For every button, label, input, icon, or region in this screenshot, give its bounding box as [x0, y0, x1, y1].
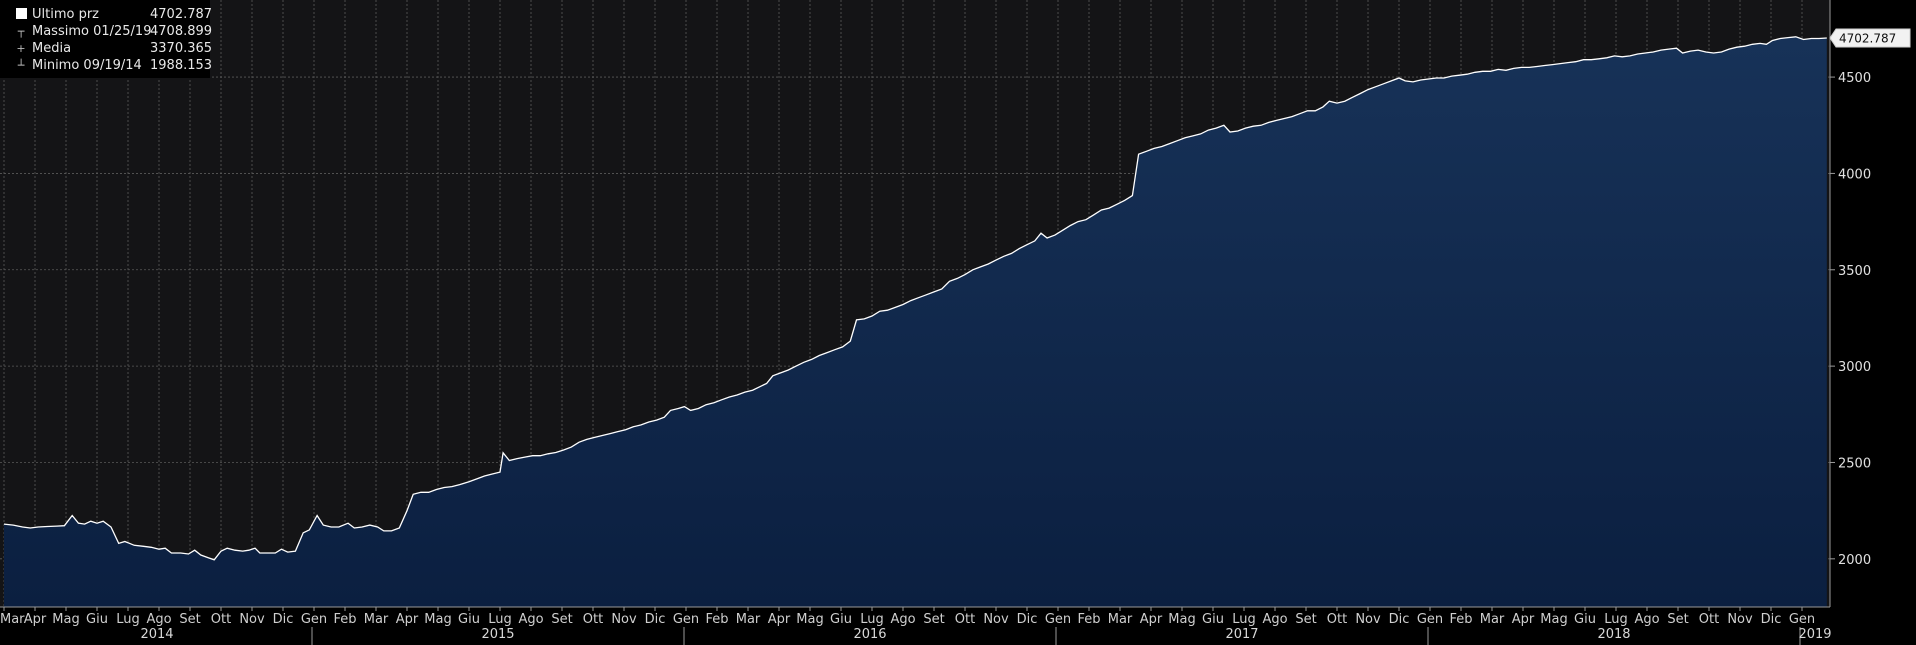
y-tick-label: 2500 — [1838, 456, 1871, 471]
legend-row-mean: + Media 3370.365 — [8, 40, 213, 57]
min-marker-icon: ┴ — [17, 59, 25, 72]
x-tick-label: Nov — [983, 612, 1009, 627]
max-marker-icon: ┬ — [17, 25, 25, 38]
year-label: 2015 — [481, 627, 514, 642]
legend-label: Ultimo prz — [32, 7, 100, 22]
x-tick-label: Nov — [1355, 612, 1381, 627]
legend: Ultimo prz 4702.787 ┬ Massimo 01/25/19 4… — [0, 0, 213, 78]
x-tick-label: Lug — [1232, 612, 1256, 627]
x-tick-label: Apr — [396, 612, 419, 627]
y-tick-label: 4500 — [1838, 71, 1871, 86]
mean-marker-icon: + — [16, 42, 26, 55]
x-tick-label: Giu — [1202, 612, 1224, 627]
x-tick-label: Ott — [1327, 612, 1347, 627]
x-tick-label: Mag — [1540, 612, 1567, 627]
x-tick-label: Mar — [736, 612, 761, 627]
x-tick-label: Lug — [860, 612, 884, 627]
x-tick-label: Apr — [1140, 612, 1163, 627]
x-tick-label: Set — [1295, 612, 1316, 627]
x-tick-label: Feb — [1449, 612, 1472, 627]
legend-value: 4708.899 — [150, 24, 213, 39]
x-tick-label: Feb — [1077, 612, 1100, 627]
x-tick-label: Feb — [705, 612, 728, 627]
x-tick-label: Apr — [768, 612, 791, 627]
x-tick-label: Ago — [1634, 612, 1659, 627]
x-tick-label: Mar — [1480, 612, 1505, 627]
x-tick-label: Dic — [273, 612, 294, 627]
x-tick-label: Nov — [239, 612, 265, 627]
year-label: 2017 — [1225, 627, 1258, 642]
x-tick-label: Giu — [86, 612, 108, 627]
x-tick-label: Set — [179, 612, 200, 627]
last-value-marker: 4702.787 — [1829, 28, 1911, 48]
legend-value: 4702.787 — [150, 7, 213, 22]
x-tick-label: Dic — [645, 612, 666, 627]
x-tick-label: Mar — [364, 612, 389, 627]
x-tick-label: Mag — [796, 612, 823, 627]
x-tick-label: Nov — [1727, 612, 1753, 627]
y-axis: 2000 2500 3000 3500 4000 4500 — [1829, 0, 1871, 607]
x-tick-label: Ago — [890, 612, 915, 627]
x-tick-label: Dic — [1761, 612, 1782, 627]
x-tick-label: Ago — [1262, 612, 1287, 627]
x-tick-label: Giu — [830, 612, 852, 627]
year-label: 2016 — [853, 627, 886, 642]
x-tick-label: Ott — [1699, 612, 1719, 627]
last-value-label: 4702.787 — [1839, 31, 1896, 45]
x-tick-label: Ago — [146, 612, 171, 627]
legend-value: 3370.365 — [150, 41, 213, 56]
square-icon — [16, 8, 27, 19]
legend-row-min: ┴ Minimo 09/19/14 1988.153 — [8, 57, 213, 74]
x-tick-label: Dic — [1389, 612, 1410, 627]
x-tick-label: Mag — [52, 612, 79, 627]
x-tick-label: Ott — [211, 612, 231, 627]
x-tick-label: Ago — [518, 612, 543, 627]
x-tick-label: Ott — [583, 612, 603, 627]
x-tick-label: Lug — [116, 612, 140, 627]
legend-label: Media — [32, 41, 72, 56]
x-tick-label: Ott — [955, 612, 975, 627]
x-tick-label: Lug — [1604, 612, 1628, 627]
x-tick-label: Feb — [333, 612, 356, 627]
x-tick-label: Apr — [1512, 612, 1535, 627]
y-tick-label: 2000 — [1838, 553, 1871, 568]
legend-label: Minimo 09/19/14 — [32, 58, 142, 73]
x-tick-label: Set — [551, 612, 572, 627]
x-tick-label: Mag — [424, 612, 451, 627]
y-tick-label: 3500 — [1838, 264, 1871, 279]
x-tick-label: Set — [1667, 612, 1688, 627]
x-tick-label: Lug — [488, 612, 512, 627]
x-tick-label: Apr — [24, 612, 47, 627]
x-tick-label: Mar — [1108, 612, 1133, 627]
legend-row-max: ┬ Massimo 01/25/19 4708.899 — [8, 23, 213, 40]
last-value-tag — [1829, 28, 1911, 48]
legend-row-last: Ultimo prz 4702.787 — [8, 6, 213, 23]
year-label: 2018 — [1597, 627, 1630, 642]
x-axis: Mar Apr Mag Giu Lug Ago Set Ott Nov Dic Gen Feb Mar A… — [0, 606, 1832, 645]
x-tick-label: Giu — [1574, 612, 1596, 627]
year-label: 2019 — [1798, 627, 1831, 642]
y-tick-label: 4000 — [1838, 167, 1871, 182]
legend-label: Massimo 01/25/19 — [32, 24, 152, 39]
x-tick-label: Gen — [301, 612, 327, 627]
legend-value: 1988.153 — [150, 58, 213, 73]
x-tick-label: Mag — [1168, 612, 1195, 627]
series-area-ultimo-prz — [4, 36, 1827, 608]
year-label: 2014 — [140, 627, 173, 642]
x-tick-label: Gen — [1045, 612, 1071, 627]
x-tick-label: Gen — [673, 612, 699, 627]
x-tick-label: Dic — [1017, 612, 1038, 627]
x-tick-label: Mar — [0, 612, 25, 627]
y-tick-label: 3000 — [1838, 360, 1871, 375]
x-tick-label: Gen — [1789, 612, 1815, 627]
series-line-ultimo-prz — [3, 36, 1827, 561]
x-tick-label: Nov — [611, 612, 637, 627]
x-tick-label: Set — [923, 612, 944, 627]
x-tick-label: Gen — [1417, 612, 1443, 627]
x-tick-label: Giu — [458, 612, 480, 627]
